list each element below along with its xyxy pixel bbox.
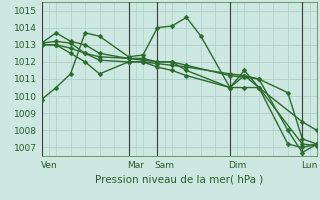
X-axis label: Pression niveau de la mer( hPa ): Pression niveau de la mer( hPa ) bbox=[95, 174, 263, 184]
